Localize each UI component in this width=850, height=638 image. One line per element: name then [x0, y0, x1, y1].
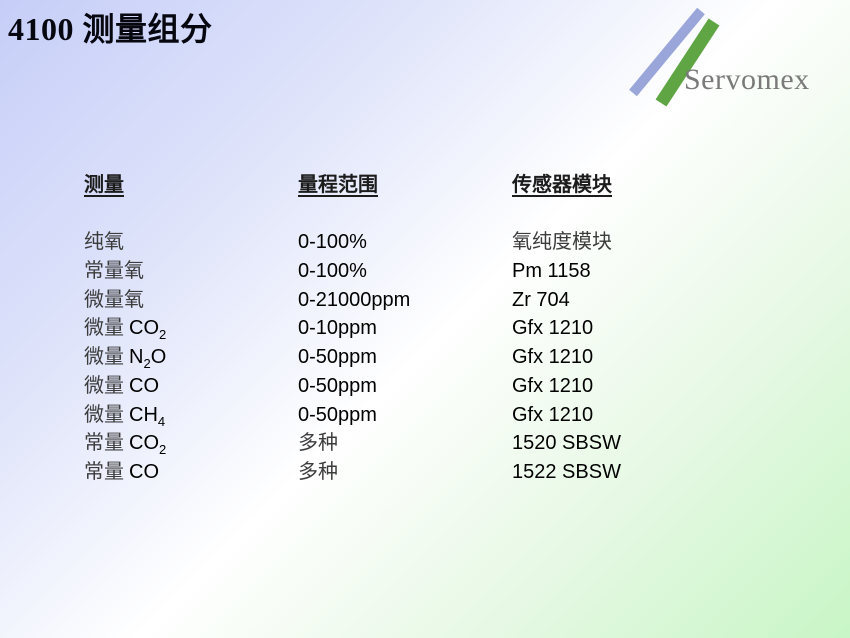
module-cell: 氧纯度模块 — [512, 231, 612, 254]
measurement-cell: 微量 CO — [84, 372, 298, 401]
table-row: 纯氧 0-100% 氧纯度模块 — [84, 228, 772, 257]
measurement-zh: 微量 — [84, 374, 129, 397]
logo-brand-text: Servomex — [684, 63, 810, 96]
module-cell: 1520 SBSW — [512, 432, 621, 455]
range-cell: 0-100% — [298, 260, 367, 283]
servomex-logo: Servomex — [616, 0, 848, 112]
logo-slashes-icon — [629, 7, 720, 107]
range-cell: 0-50ppm — [298, 403, 377, 426]
measurement-cell: 常量氧 — [84, 257, 298, 286]
range-cell: 多种 — [298, 432, 338, 455]
header-measurement: 测量 — [84, 174, 124, 196]
measurement-lat: CH — [129, 403, 158, 426]
table-row: 常量 CO 多种 1522 SBSW — [84, 458, 772, 487]
module-cell: Gfx 1210 — [512, 346, 594, 369]
range-cell: 0-100% — [298, 231, 367, 254]
range-cell: 0-50ppm — [298, 374, 377, 397]
header-range: 量程范围 — [298, 174, 378, 196]
measurement-cell: 常量 CO2 — [84, 429, 298, 458]
table-row: 常量 CO2 多种 1520 SBSW — [84, 429, 772, 458]
measurement-cell: 微量氧 — [84, 286, 298, 315]
module-cell: Pm 1158 — [512, 260, 591, 283]
measurement-sub: 4 — [157, 413, 166, 429]
measurement-zh: 常量 — [84, 432, 129, 455]
table-row: 微量 CO 0-50ppm Gfx 1210 — [84, 372, 772, 401]
module-cell: Gfx 1210 — [512, 317, 594, 340]
measurement-lat: CO — [129, 374, 159, 397]
table-row: 常量氧 0-100% Pm 1158 — [84, 257, 772, 286]
measurement-lat: N — [129, 346, 144, 369]
measurement-zh: 常量氧 — [84, 260, 144, 283]
module-cell: 1522 SBSW — [512, 460, 621, 483]
table-row: 微量 CO2 0-10ppm Gfx 1210 — [84, 314, 772, 343]
table-header-row: 测量 量程范围 传感器模块 — [84, 171, 772, 200]
table-row: 微量氧 0-21000ppm Zr 704 — [84, 286, 772, 315]
measurement-sub: 2 — [159, 442, 167, 458]
page-title: 4100 测量组分 — [8, 11, 213, 47]
range-cell: 0-10ppm — [298, 317, 377, 340]
range-cell: 0-21000ppm — [298, 288, 411, 311]
measurement-zh: 微量 — [84, 403, 129, 426]
table-row: 微量 CH4 0-50ppm Gfx 1210 — [84, 401, 772, 430]
measurement-cell: 微量 CO2 — [84, 314, 298, 343]
range-cell: 多种 — [298, 460, 338, 483]
measurement-cell: 微量 CH4 — [84, 401, 298, 430]
module-cell: Gfx 1210 — [512, 374, 594, 397]
measurement-cell: 常量 CO — [84, 458, 298, 487]
measurement-sub: 2 — [143, 356, 151, 372]
measurement-zh: 微量 — [84, 346, 129, 369]
measurement-zh: 微量 — [84, 317, 129, 340]
measurement-zh: 微量氧 — [84, 288, 144, 311]
measurement-cell: 纯氧 — [84, 228, 298, 257]
range-cell: 0-50ppm — [298, 346, 377, 369]
green-slash-icon — [655, 18, 720, 107]
module-cell: Zr 704 — [512, 288, 570, 311]
measurement-sub: 2 — [159, 327, 167, 343]
measurement-lat: CO — [129, 317, 159, 340]
measurement-zh: 常量 — [84, 460, 129, 483]
header-module: 传感器模块 — [512, 174, 612, 196]
measurement-zh: 纯氧 — [84, 231, 124, 254]
blue-slash-icon — [629, 7, 705, 97]
table-row: 微量 N2O 0-50ppm Gfx 1210 — [84, 343, 772, 372]
measurement-lat: CO — [129, 460, 159, 483]
measurement-lat: CO — [129, 432, 159, 455]
module-cell: Gfx 1210 — [512, 403, 594, 426]
measurement-cell: 微量 N2O — [84, 343, 298, 372]
measurement-table: 测量 量程范围 传感器模块 纯氧 0-100% 氧纯度模块 常量氧 0-100%… — [84, 171, 772, 487]
measurement-lat2: O — [150, 346, 167, 369]
